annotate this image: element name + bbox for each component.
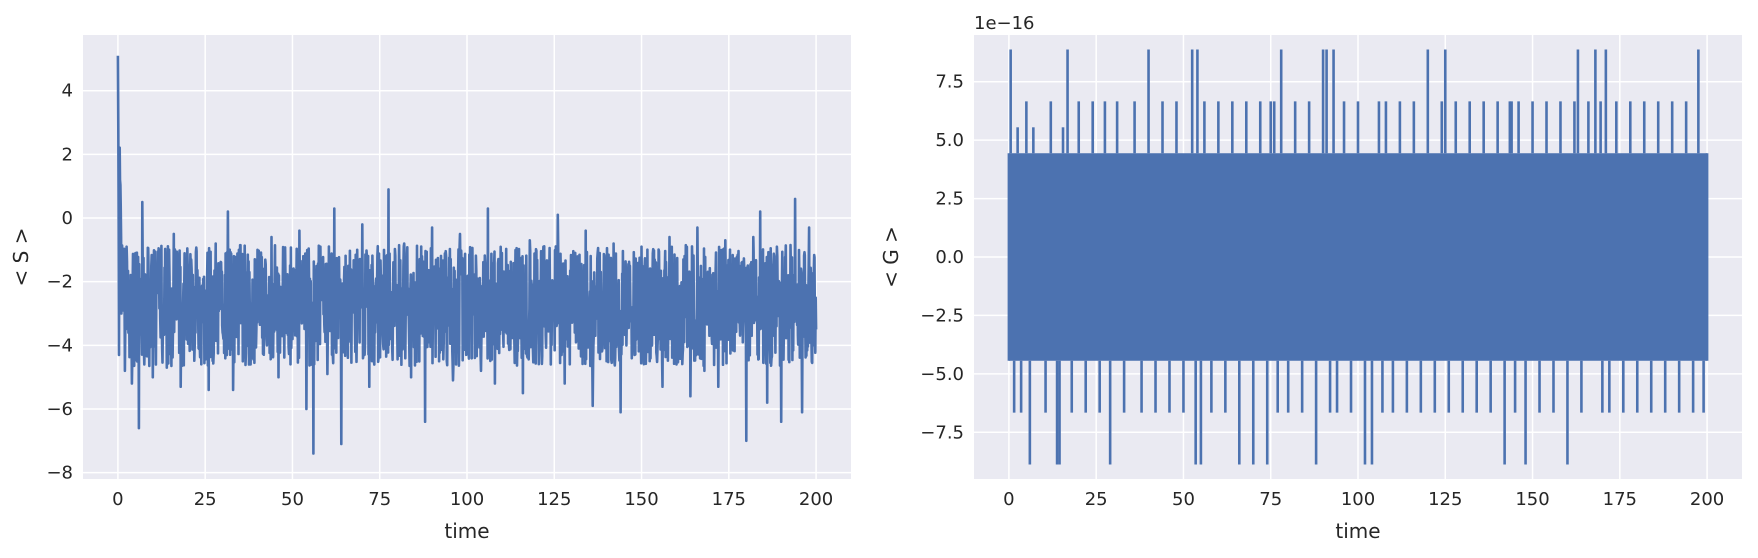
y-tick-label: −5.0 bbox=[920, 364, 964, 385]
y-tick-label: −7.5 bbox=[920, 422, 964, 443]
x-tick-label: 50 bbox=[1172, 489, 1195, 510]
x-tick-label: 175 bbox=[712, 489, 746, 510]
x-tick-label: 125 bbox=[1428, 489, 1462, 510]
left-y-axis-label: < S > bbox=[9, 228, 33, 287]
series-line bbox=[116, 55, 818, 455]
left-series-s bbox=[116, 55, 818, 455]
y-tick-label: 4 bbox=[62, 81, 73, 102]
y-tick-label: −8 bbox=[46, 463, 73, 484]
y-tick-label: −4 bbox=[46, 335, 73, 356]
x-tick-label: 75 bbox=[368, 489, 391, 510]
right-chart: 0 25 50 75 100 125 150 175 200 −7.5 −5.0 −2.5 0.0 2.5… bbox=[879, 13, 1742, 543]
series-band bbox=[1008, 153, 1708, 361]
x-tick-label: 175 bbox=[1603, 489, 1637, 510]
x-tick-label: 0 bbox=[112, 489, 123, 510]
left-x-axis-label: time bbox=[444, 519, 489, 543]
x-tick-label: 25 bbox=[1085, 489, 1108, 510]
y-tick-label: −2.5 bbox=[920, 305, 964, 326]
right-x-axis-label: time bbox=[1335, 519, 1380, 543]
y-tick-label: 5.0 bbox=[935, 130, 964, 151]
x-tick-label: 100 bbox=[450, 489, 484, 510]
left-gridlines bbox=[83, 35, 851, 479]
x-tick-label: 25 bbox=[194, 489, 217, 510]
x-tick-label: 100 bbox=[1341, 489, 1375, 510]
y-tick-label: 0 bbox=[62, 208, 73, 229]
left-chart: 0 25 50 75 100 125 150 175 200 −8 −6 −4 −2 0 2 4 time <… bbox=[9, 35, 851, 543]
x-tick-label: 75 bbox=[1259, 489, 1282, 510]
x-tick-label: 0 bbox=[1003, 489, 1014, 510]
y-tick-label: −6 bbox=[46, 399, 73, 420]
y-tick-label: 0.0 bbox=[935, 247, 964, 268]
x-tick-label: 50 bbox=[281, 489, 304, 510]
y-tick-label: 7.5 bbox=[935, 72, 964, 93]
y-tick-label: 2.5 bbox=[935, 189, 964, 210]
x-tick-label: 200 bbox=[799, 489, 833, 510]
x-tick-label: 150 bbox=[1515, 489, 1549, 510]
y-tick-label: −2 bbox=[46, 272, 73, 293]
x-tick-label: 150 bbox=[624, 489, 658, 510]
right-y-offset-text: 1e−16 bbox=[974, 13, 1035, 34]
right-y-axis-label: < G > bbox=[879, 226, 903, 288]
left-tick-labels: 0 25 50 75 100 125 150 175 200 −8 −6 −4 −2 0 2 4 bbox=[46, 81, 833, 510]
right-series-g bbox=[1007, 49, 1709, 465]
x-tick-label: 125 bbox=[537, 489, 571, 510]
x-tick-label: 200 bbox=[1690, 489, 1724, 510]
right-tick-labels: 0 25 50 75 100 125 150 175 200 −7.5 −5.0 −2.5 0.0 2.5… bbox=[920, 72, 1724, 510]
y-tick-label: 2 bbox=[62, 144, 73, 165]
